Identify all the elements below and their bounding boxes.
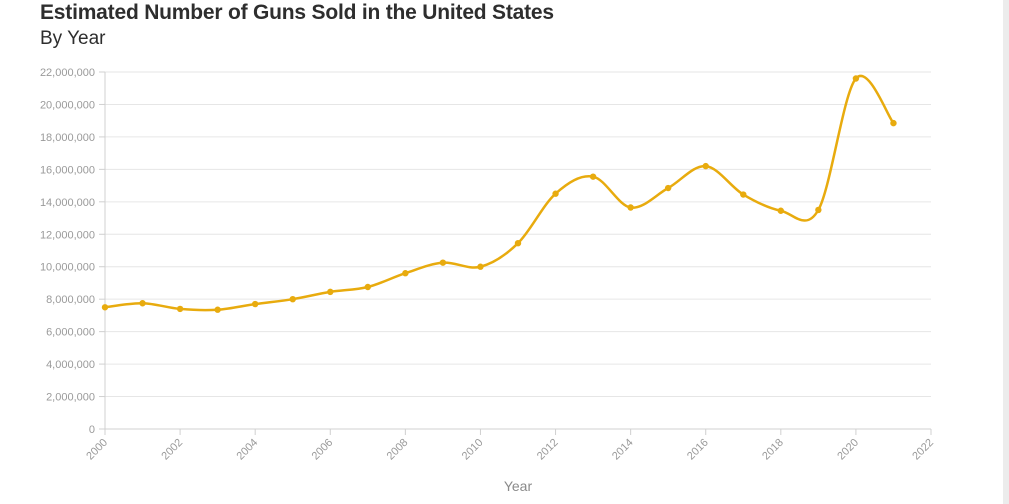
y-tick-label: 14,000,000 xyxy=(40,197,95,209)
x-tick-label: 2000 xyxy=(84,437,110,463)
chart-subtitle: By Year xyxy=(40,28,106,49)
y-tick-label: 8,000,000 xyxy=(46,294,95,306)
x-tick-label: 2018 xyxy=(760,437,786,463)
page-scroll-edge xyxy=(1003,0,1009,504)
data-point[interactable] xyxy=(289,295,296,303)
data-point[interactable] xyxy=(740,191,747,198)
data-point[interactable] xyxy=(176,305,184,313)
data-point[interactable] xyxy=(852,75,860,82)
y-tick-label: 20,000,000 xyxy=(40,99,95,111)
data-point[interactable] xyxy=(139,300,146,307)
x-tick-label: 2014 xyxy=(610,437,636,463)
data-point[interactable] xyxy=(214,306,221,313)
data-point[interactable] xyxy=(552,190,559,197)
data-point[interactable] xyxy=(777,207,785,214)
data-point[interactable] xyxy=(514,239,522,247)
y-tick-label: 18,000,000 xyxy=(40,132,95,144)
data-point[interactable] xyxy=(589,173,597,180)
y-tick-label: 12,000,000 xyxy=(40,229,95,241)
y-tick-label: 22,000,000 xyxy=(40,67,95,79)
data-point[interactable] xyxy=(439,259,447,266)
data-point[interactable] xyxy=(890,119,897,127)
data-point[interactable] xyxy=(627,204,634,211)
data-point[interactable] xyxy=(815,206,822,214)
y-tick-label: 10,000,000 xyxy=(40,262,95,274)
x-tick-label: 2012 xyxy=(535,437,561,463)
x-tick-label: 2010 xyxy=(460,437,486,463)
x-tick-label: 2020 xyxy=(835,437,861,463)
series-layer xyxy=(101,74,897,313)
x-axis-title: Year xyxy=(504,478,533,494)
chart-title: Estimated Number of Guns Sold in the Uni… xyxy=(40,1,554,24)
series-line xyxy=(103,74,895,312)
data-point[interactable] xyxy=(664,184,672,192)
gridlines xyxy=(104,71,931,430)
x-tick-label: 2006 xyxy=(310,437,336,463)
data-point[interactable] xyxy=(327,288,334,296)
data-point[interactable] xyxy=(402,270,409,277)
y-tick-label: 2,000,000 xyxy=(46,392,95,404)
x-axis-ticks: 2000 2002 2004 2006 2008 2010 2012 2014 2016 2018… xyxy=(84,429,936,462)
y-axis-ticks: 0 2,000,000 4,000,000 6,000,000 8,000,000 10,… xyxy=(40,67,105,436)
data-point[interactable] xyxy=(702,162,709,170)
x-tick-label: 2022 xyxy=(910,437,936,463)
x-tick-label: 2002 xyxy=(159,437,185,463)
y-tick-label: 16,000,000 xyxy=(40,164,95,176)
data-point[interactable] xyxy=(364,283,372,291)
data-point[interactable] xyxy=(251,300,259,308)
x-tick-label: 2004 xyxy=(235,437,261,463)
data-point[interactable] xyxy=(101,304,109,311)
x-tick-label: 2016 xyxy=(685,437,711,463)
y-tick-label: 6,000,000 xyxy=(46,327,95,339)
x-tick-label: 2008 xyxy=(385,437,411,463)
y-tick-label: 0 xyxy=(89,424,95,436)
data-point[interactable] xyxy=(477,263,484,270)
y-tick-label: 4,000,000 xyxy=(46,359,95,371)
